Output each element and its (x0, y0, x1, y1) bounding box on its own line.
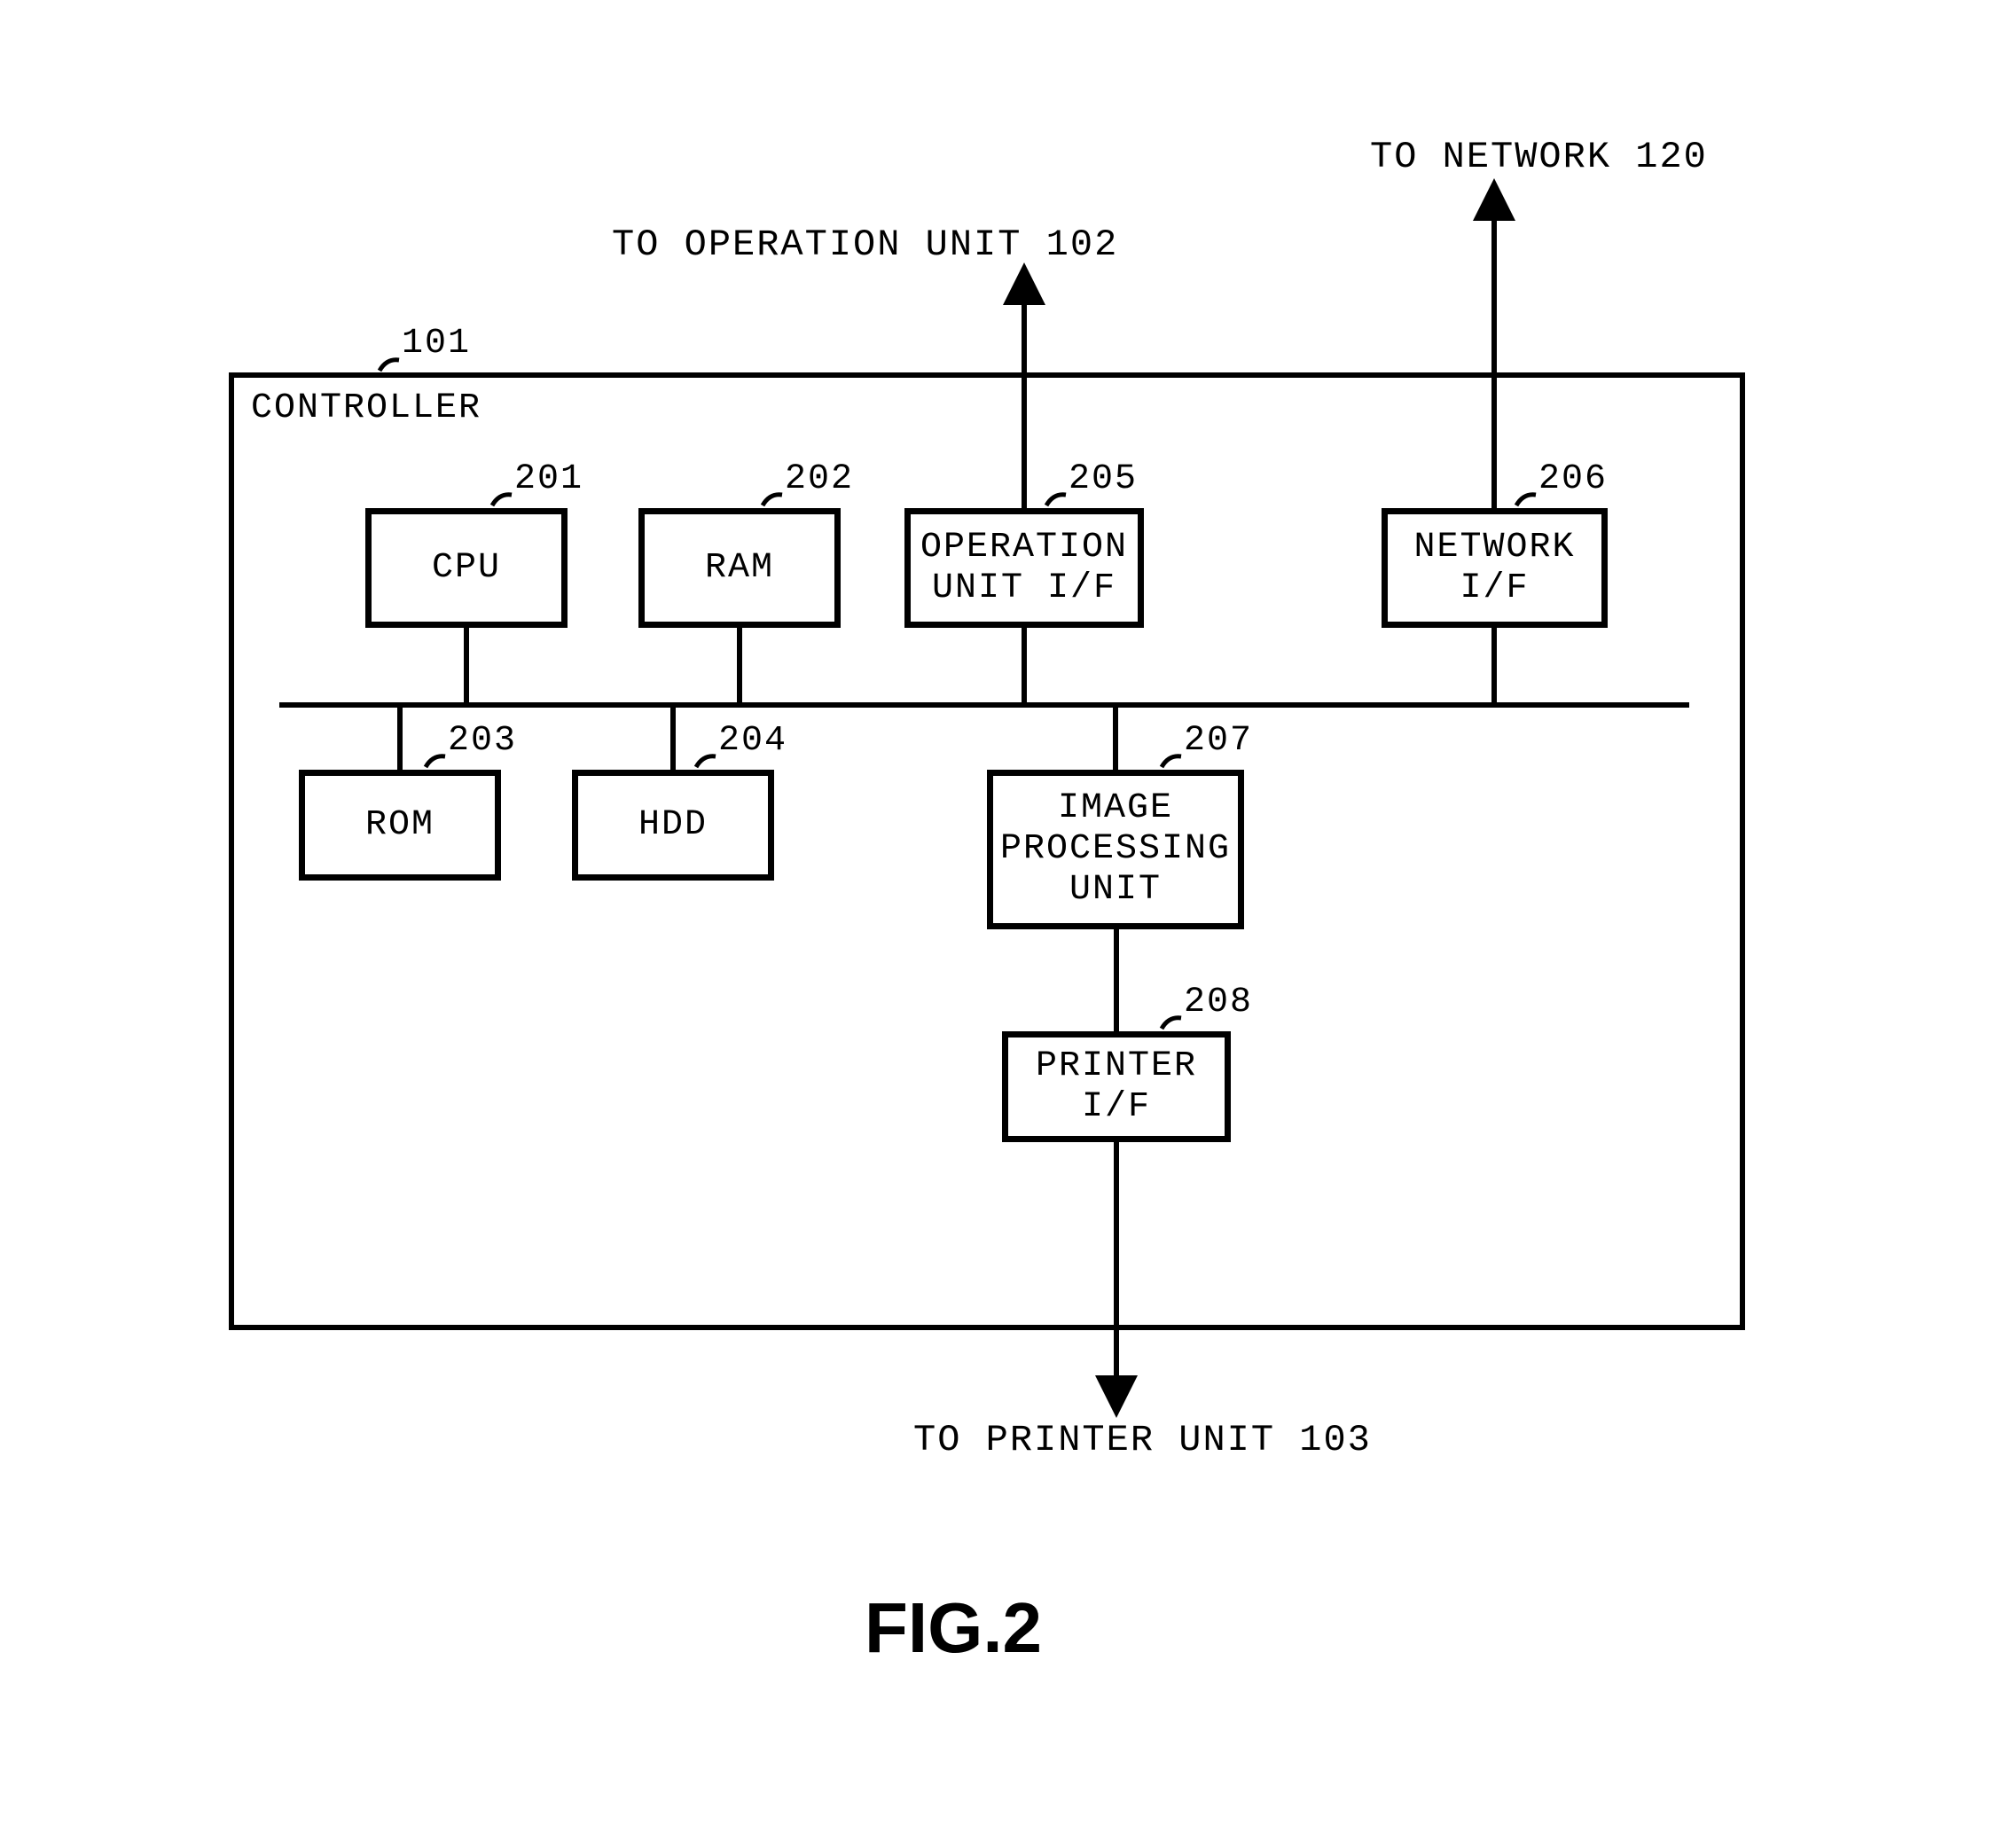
block-prnif: PRINTER I/F (1002, 1031, 1231, 1142)
ext-label-operation: TO OPERATION UNIT 102 (612, 223, 1118, 266)
block-cpu-label: CPU (432, 548, 501, 589)
ref-205: 205 (1069, 459, 1138, 499)
block-ram: RAM (638, 508, 841, 628)
block-hdd: HDD (572, 770, 774, 881)
block-hdd-label: HDD (638, 805, 708, 846)
figure-label: FIG.2 (865, 1587, 1042, 1669)
block-opif-label: OPERATION UNIT I/F (920, 528, 1128, 609)
block-opif: OPERATION UNIT I/F (904, 508, 1144, 628)
ext-label-printer: TO PRINTER UNIT 103 (913, 1419, 1372, 1461)
block-cpu: CPU (365, 508, 568, 628)
block-rom: ROM (299, 770, 501, 881)
block-prnif-label: PRINTER I/F (1036, 1046, 1197, 1128)
ref-204: 204 (718, 721, 787, 761)
block-ipu-label: IMAGE PROCESSING UNIT (1000, 788, 1231, 911)
block-ipu: IMAGE PROCESSING UNIT (987, 770, 1244, 929)
ext-label-network: TO NETWORK 120 (1370, 136, 1708, 178)
tick-101 (380, 360, 399, 371)
block-ram-label: RAM (705, 548, 774, 589)
block-netif: NETWORK I/F (1382, 508, 1608, 628)
ref-207: 207 (1184, 721, 1253, 761)
ref-208: 208 (1184, 983, 1253, 1022)
block-rom-label: ROM (365, 805, 434, 846)
block-netif-label: NETWORK I/F (1413, 528, 1575, 609)
ref-202: 202 (785, 459, 854, 499)
ref-101: 101 (402, 324, 471, 364)
ref-203: 203 (448, 721, 517, 761)
diagram-container: CONTROLLER 101 TO OPERATION UNIT 102 TO … (0, 0, 2012, 1848)
ref-201: 201 (514, 459, 583, 499)
ref-206: 206 (1538, 459, 1608, 499)
controller-label: CONTROLLER (251, 388, 481, 428)
